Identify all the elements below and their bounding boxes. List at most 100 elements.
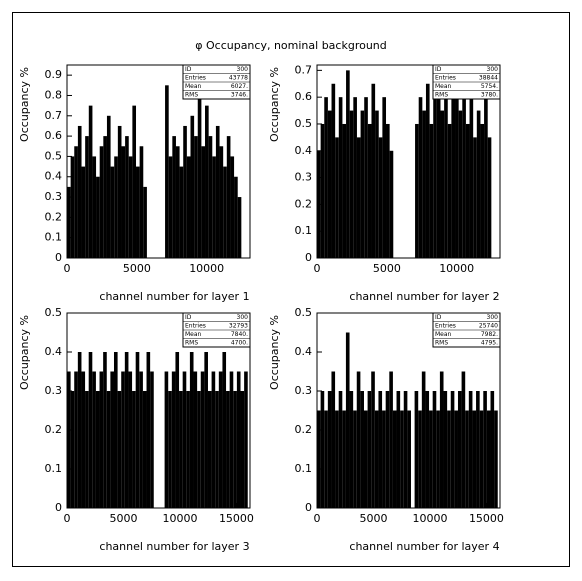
- histogram-bar: [320, 391, 325, 508]
- histogram-bar: [433, 97, 437, 259]
- stats-value: 3746.: [231, 91, 248, 98]
- histogram-bar: [465, 123, 470, 258]
- y-tick-label: 0: [55, 501, 62, 514]
- y-tick-label: 0.1: [295, 224, 313, 237]
- histogram-bar: [168, 391, 172, 508]
- stats-label: Entries: [185, 74, 206, 81]
- stats-value: 4700.: [231, 339, 248, 346]
- histogram-bar: [327, 110, 332, 258]
- histogram-bar: [200, 371, 205, 508]
- y-tick-label: 0.2: [45, 423, 63, 436]
- histogram-bar: [480, 123, 485, 258]
- histogram-bar: [226, 391, 230, 508]
- histogram-bar: [494, 410, 498, 508]
- histogram-bar: [136, 166, 140, 258]
- y-tick-label: 0.4: [295, 144, 313, 157]
- y-tick-label: 0.5: [45, 306, 63, 319]
- histogram-bar: [392, 410, 397, 508]
- histogram-bar: [389, 150, 394, 258]
- y-tick-label: 0.3: [45, 384, 63, 397]
- x-tick-label: 10000: [162, 512, 197, 525]
- histogram-bar: [342, 410, 346, 508]
- histogram-bar: [367, 391, 372, 508]
- stats-value: 300: [487, 66, 499, 73]
- histogram-bar: [364, 97, 368, 259]
- histogram-bar: [110, 371, 114, 508]
- x-tick-label: 10000: [189, 262, 224, 275]
- histogram-bar: [222, 352, 227, 508]
- histogram-bar: [179, 391, 183, 508]
- histogram-bar: [67, 186, 71, 258]
- histogram-bar: [121, 371, 125, 508]
- histogram-bar: [338, 97, 343, 259]
- histogram-bar: [436, 70, 441, 258]
- histogram-bar: [418, 97, 423, 259]
- histogram-bar: [186, 391, 190, 508]
- histogram-bar: [436, 410, 440, 508]
- histogram-bar: [338, 391, 343, 508]
- histogram-bar: [125, 136, 129, 258]
- x-axis-label: channel number for layer 2: [349, 290, 499, 303]
- histogram-bar: [132, 391, 136, 508]
- histogram-bar: [389, 371, 393, 508]
- histogram-bar: [425, 391, 430, 508]
- histogram-bar: [356, 371, 361, 508]
- histogram-bar: [382, 97, 387, 259]
- y-tick-label: 0.1: [45, 231, 63, 244]
- x-axis-label: channel number for layer 1: [99, 290, 249, 303]
- x-tick-label: 5000: [359, 512, 387, 525]
- histogram-bar: [230, 156, 235, 258]
- histogram-bar: [479, 410, 484, 508]
- histogram-bar: [96, 176, 100, 258]
- stats-label: Mean: [185, 83, 202, 90]
- histogram-bar: [349, 391, 354, 508]
- histogram-bar: [234, 176, 238, 258]
- histogram-bar: [175, 146, 180, 258]
- histogram-bar: [335, 137, 339, 258]
- histogram-bar: [484, 97, 488, 259]
- histogram-bar: [360, 110, 365, 258]
- histogram-bar: [223, 166, 227, 258]
- histogram-bar: [476, 391, 480, 508]
- histogram-bar: [374, 410, 379, 508]
- histogram-bar: [121, 146, 126, 258]
- histogram-bar: [168, 156, 173, 258]
- stats-value: 38844: [479, 74, 498, 81]
- histogram-bar: [88, 352, 93, 508]
- histogram-bar: [106, 115, 111, 258]
- histogram-bar: [483, 391, 487, 508]
- histogram-bar: [349, 110, 354, 258]
- histogram-bar: [117, 125, 122, 259]
- histogram-bar: [455, 97, 459, 259]
- stats-value: 300: [487, 314, 499, 321]
- histogram-bar: [139, 146, 144, 258]
- histogram-bar: [386, 123, 390, 258]
- histogram-bar: [182, 371, 187, 508]
- stats-label: Mean: [185, 331, 202, 338]
- histogram-bar: [327, 391, 332, 508]
- histogram-bar: [444, 97, 448, 259]
- stats-label: RMS: [435, 339, 448, 346]
- histogram-bar: [244, 371, 248, 508]
- histogram-bar: [367, 123, 372, 258]
- histogram-bar: [429, 410, 433, 508]
- stats-value: 4795.: [481, 339, 498, 346]
- histogram-bar: [146, 352, 151, 508]
- histogram-bar: [469, 97, 474, 259]
- histogram-bar: [421, 371, 426, 508]
- histogram-bar: [132, 105, 137, 258]
- histogram-bar: [99, 371, 104, 508]
- histogram-bar: [236, 371, 241, 508]
- histogram-bar: [179, 166, 184, 258]
- x-tick-label: 0: [64, 512, 71, 525]
- histogram-bar: [95, 391, 100, 508]
- histogram-bar: [106, 391, 111, 508]
- histogram-bar: [447, 123, 452, 258]
- stats-value: 25740: [479, 322, 498, 329]
- histogram-bar: [440, 110, 445, 258]
- histogram-bar: [240, 391, 245, 508]
- histogram-bar: [124, 352, 129, 508]
- histogram-bar: [472, 410, 477, 508]
- histogram-bar: [403, 391, 408, 508]
- y-axis-label: Occupancy %: [268, 315, 281, 390]
